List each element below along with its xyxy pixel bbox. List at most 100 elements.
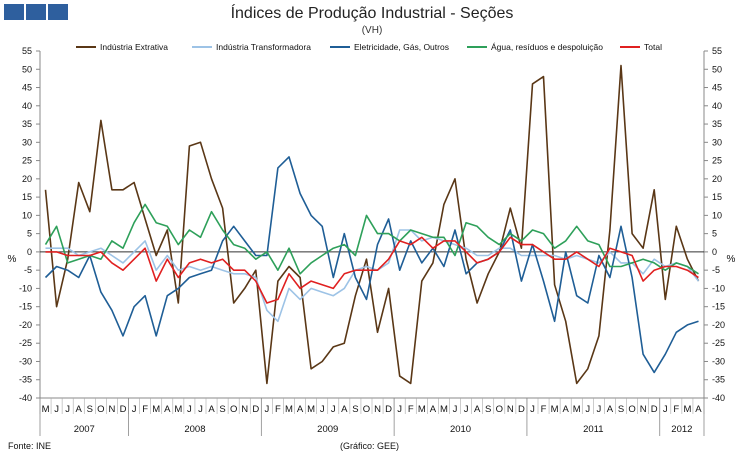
x-tick-label: O bbox=[628, 404, 635, 415]
x-tick-label: J bbox=[65, 404, 70, 415]
series-line-1 bbox=[44, 64, 700, 385]
x-tick-label: M bbox=[174, 404, 182, 415]
y-axis-label-right: % bbox=[727, 254, 736, 265]
x-tick-label: D bbox=[385, 404, 392, 415]
year-label: 2010 bbox=[450, 424, 471, 435]
x-tick-label: A bbox=[76, 404, 83, 415]
y-tick-label-right: -20 bbox=[712, 320, 725, 330]
y-tick-label-left: -30 bbox=[19, 356, 32, 366]
x-tick-label: A bbox=[430, 404, 437, 415]
chart-subtitle: (VH) bbox=[361, 25, 383, 36]
x-tick-label: J bbox=[663, 404, 668, 415]
x-tick-label: J bbox=[453, 404, 458, 415]
legend-label: Indústria Transformadora bbox=[216, 42, 311, 52]
y-tick-label-left: -20 bbox=[19, 320, 32, 330]
legend-label: Água, resíduos e despoluição bbox=[491, 42, 603, 52]
y-tick-label-right: 45 bbox=[712, 83, 722, 93]
x-tick-label: F bbox=[408, 404, 414, 415]
x-tick-label: M bbox=[573, 404, 581, 415]
x-tick-label: D bbox=[120, 404, 127, 415]
y-tick-label-right: 20 bbox=[712, 174, 722, 184]
x-tick-label: S bbox=[618, 404, 624, 415]
y-tick-label-right: -10 bbox=[712, 283, 725, 293]
x-tick-label: A bbox=[695, 404, 702, 415]
year-label: 2011 bbox=[583, 424, 603, 435]
y-tick-label-left: 35 bbox=[22, 119, 32, 129]
x-tick-label: S bbox=[219, 404, 225, 415]
y-tick-label-left: 40 bbox=[22, 101, 32, 111]
x-tick-label: J bbox=[464, 404, 469, 415]
x-tick-label: S bbox=[87, 404, 93, 415]
x-tick-label: N bbox=[374, 404, 381, 415]
series-line-5 bbox=[45, 236, 699, 304]
x-tick-label: J bbox=[585, 404, 590, 415]
y-tick-label-right: -30 bbox=[712, 356, 725, 366]
credit-note: (Gráfico: GEE) bbox=[340, 441, 400, 451]
x-tick-label: D bbox=[651, 404, 658, 415]
x-tick-label: N bbox=[108, 404, 115, 415]
y-tick-label-left: 5 bbox=[27, 229, 32, 239]
x-tick-label: O bbox=[97, 404, 104, 415]
x-tick-label: O bbox=[363, 404, 370, 415]
y-tick-label-left: 45 bbox=[22, 83, 32, 93]
x-tick-label: N bbox=[507, 404, 514, 415]
x-tick-label: J bbox=[264, 404, 269, 415]
x-tick-label: D bbox=[518, 404, 525, 415]
x-tick-label: A bbox=[297, 404, 304, 415]
x-tick-label: J bbox=[132, 404, 137, 415]
y-tick-label-left: 0 bbox=[27, 247, 32, 257]
y-tick-label-right: 40 bbox=[712, 101, 722, 111]
legend-label: Eletricidade, Gás, Outros bbox=[354, 42, 449, 52]
y-tick-label-right: -25 bbox=[712, 338, 725, 348]
header-logo-box-3 bbox=[48, 4, 68, 20]
series-line-4 bbox=[44, 203, 699, 275]
y-tick-label-right: 5 bbox=[712, 229, 717, 239]
y-tick-label-right: 30 bbox=[712, 137, 722, 147]
x-tick-label: J bbox=[331, 404, 336, 415]
year-label: 2009 bbox=[317, 424, 338, 435]
x-tick-label: M bbox=[307, 404, 315, 415]
y-tick-label-left: 20 bbox=[22, 174, 32, 184]
x-tick-label: J bbox=[187, 404, 192, 415]
y-tick-label-left: -5 bbox=[24, 265, 32, 275]
x-tick-label: M bbox=[683, 404, 691, 415]
x-tick-label: A bbox=[341, 404, 348, 415]
x-tick-label: A bbox=[164, 404, 171, 415]
y-tick-label-right: 10 bbox=[712, 210, 722, 220]
x-tick-label: A bbox=[562, 404, 569, 415]
y-tick-label-right: -5 bbox=[712, 265, 720, 275]
y-tick-label-left: 30 bbox=[22, 137, 32, 147]
x-tick-label: J bbox=[397, 404, 402, 415]
x-tick-label: F bbox=[142, 404, 148, 415]
x-tick-label: F bbox=[541, 404, 547, 415]
y-tick-label-right: 25 bbox=[712, 156, 722, 166]
x-tick-label: J bbox=[596, 404, 601, 415]
y-tick-label-left: -15 bbox=[19, 302, 32, 312]
x-tick-label: J bbox=[320, 404, 325, 415]
x-tick-label: F bbox=[275, 404, 281, 415]
y-tick-label-left: 55 bbox=[22, 46, 32, 56]
year-label: 2008 bbox=[184, 424, 205, 435]
x-tick-label: S bbox=[485, 404, 491, 415]
y-tick-label-right: -35 bbox=[712, 375, 725, 385]
x-tick-label: F bbox=[673, 404, 679, 415]
y-tick-label-right: -15 bbox=[712, 302, 725, 312]
y-tick-label-left: 50 bbox=[22, 64, 32, 74]
y-tick-label-right: 15 bbox=[712, 192, 722, 202]
x-tick-label: M bbox=[42, 404, 50, 415]
x-tick-label: M bbox=[418, 404, 426, 415]
y-tick-label-left: 25 bbox=[22, 156, 32, 166]
source-note: Fonte: INE bbox=[8, 441, 52, 451]
x-tick-label: N bbox=[640, 404, 647, 415]
y-tick-label-left: -40 bbox=[19, 393, 32, 403]
x-tick-label: J bbox=[530, 404, 535, 415]
x-tick-label: A bbox=[607, 404, 614, 415]
x-tick-label: J bbox=[198, 404, 203, 415]
year-label: 2007 bbox=[74, 424, 95, 435]
legend-label: Total bbox=[644, 42, 662, 52]
y-tick-label-left: -10 bbox=[19, 283, 32, 293]
x-tick-label: O bbox=[496, 404, 503, 415]
x-tick-label: M bbox=[152, 404, 160, 415]
y-tick-label-right: -40 bbox=[712, 393, 725, 403]
